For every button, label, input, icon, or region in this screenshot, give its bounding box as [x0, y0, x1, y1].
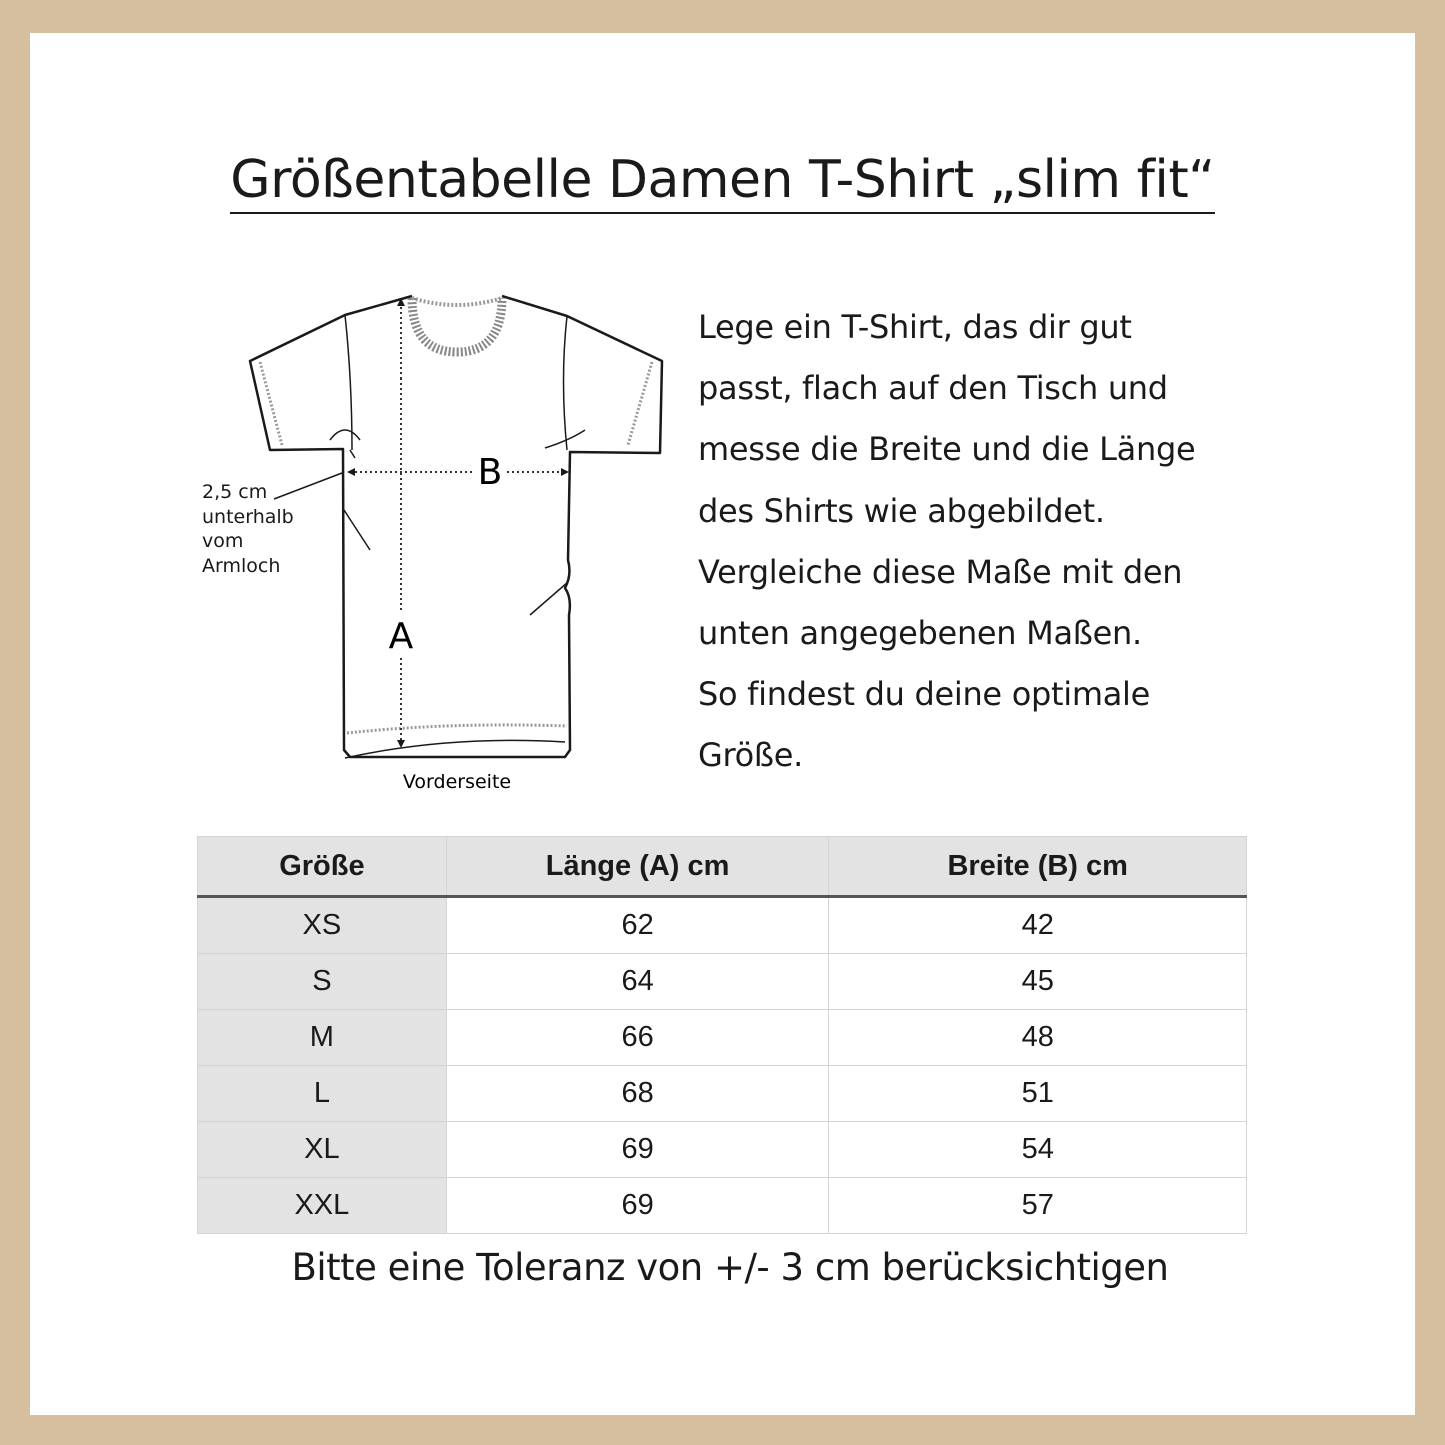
- svg-text:unterhalb: unterhalb: [202, 506, 294, 528]
- instructions-text: Lege ein T-Shirt, das dir gut passt, fla…: [698, 308, 1196, 775]
- header-width: Breite (B) cm: [828, 836, 1247, 898]
- svg-text:vom: vom: [202, 530, 243, 552]
- tshirt-outline: [248, 294, 664, 759]
- size-table: Größe Länge (A) cm Breite (B) cm XS 62 42 …: [197, 836, 1247, 1234]
- note-pointer: [273, 472, 343, 500]
- tshirt-diagram: A B 2,5 cm unterhalb vom Armloch Vorders…: [202, 294, 664, 793]
- stitching: [258, 361, 654, 735]
- table-row: L 68 51: [197, 1065, 1247, 1122]
- diagram-caption: Vorderseite: [403, 771, 511, 793]
- table-row: S 64 45: [197, 953, 1247, 1010]
- header-length: Länge (A) cm: [445, 836, 830, 898]
- table-row: XXL 69 57: [197, 1177, 1247, 1234]
- armpit-note: 2,5 cm unterhalb vom Armloch: [202, 481, 294, 577]
- header-size: Größe: [197, 836, 447, 898]
- arrowheads: [347, 298, 569, 748]
- table-row: M 66 48: [197, 1009, 1247, 1066]
- collar-back: [411, 296, 503, 307]
- table-header-row: Größe Länge (A) cm Breite (B) cm: [197, 836, 1247, 898]
- table-row: XS 62 42: [197, 896, 1247, 954]
- svg-text:2,5 cm: 2,5 cm: [202, 481, 267, 503]
- tolerance-note: Bitte eine Toleranz von +/- 3 cm berücks…: [291, 1246, 1169, 1289]
- svg-text:Armloch: Armloch: [202, 555, 280, 577]
- label-a: A: [389, 616, 414, 657]
- collar-rib: [407, 297, 507, 357]
- label-b: B: [478, 452, 503, 493]
- page-title: Größentabelle Damen T-Shirt „slim fit“: [0, 150, 1445, 214]
- table-row: XL 69 54: [197, 1121, 1247, 1178]
